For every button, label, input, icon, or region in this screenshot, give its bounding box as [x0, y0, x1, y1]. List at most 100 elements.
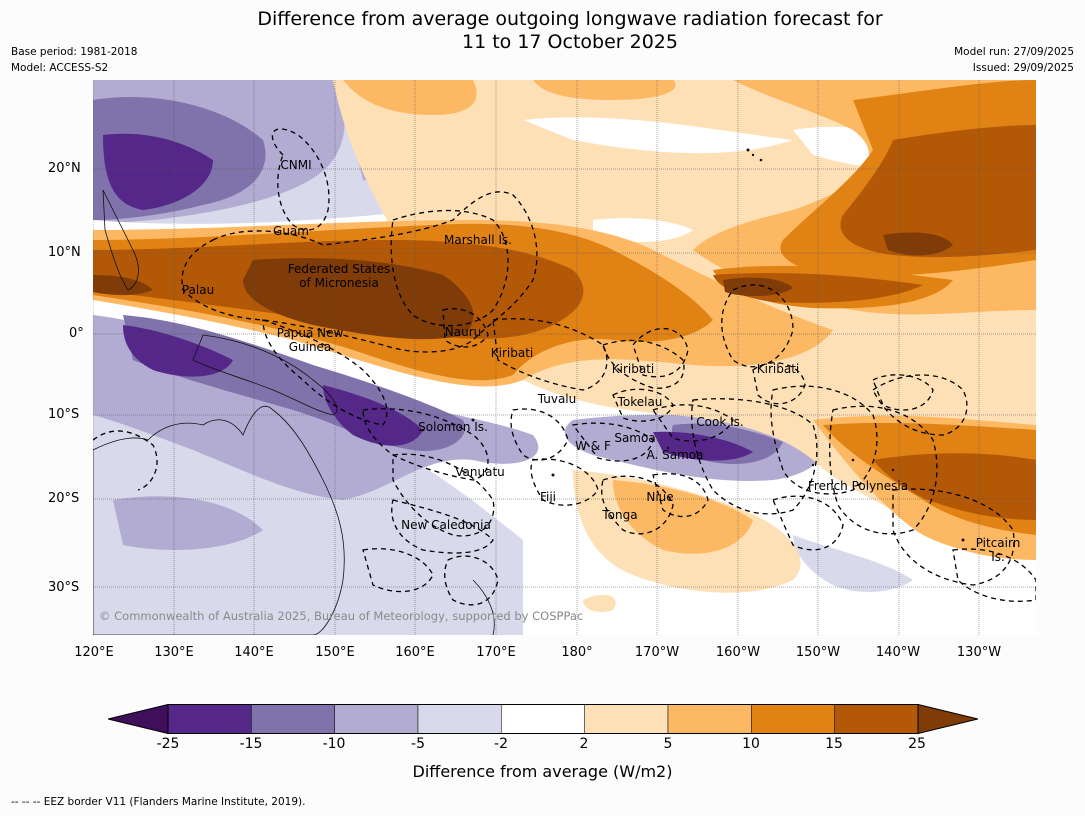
lat-label-20s: 20°S	[48, 491, 80, 506]
label-pitcairn: Pitcairn Is.	[976, 536, 1021, 564]
anomaly-negative-medium	[113, 496, 263, 550]
title-line-1: Difference from average outgoing longwav…	[257, 8, 883, 30]
label-solomon-islands: Solomon Is.	[418, 420, 488, 434]
eez-footnote: -- -- -- EEZ border V11 (Flanders Marine…	[11, 796, 306, 808]
colorbar-extend-low	[108, 704, 169, 735]
lat-label-30s: 30°S	[48, 580, 80, 595]
label-nauru: Nauru	[444, 325, 482, 339]
label-tonga: Tonga	[602, 508, 638, 522]
lon-label-160e: 160°E	[395, 645, 435, 660]
colorbar-tick: 2	[579, 736, 589, 752]
label-cook-islands: Cook Is.	[696, 415, 744, 429]
map-panel: CNMI Guam Marshall Is. Federated States …	[93, 80, 1036, 635]
anomaly-positive-max	[883, 232, 953, 256]
copyright-notice: © Commonwealth of Australia 2025, Bureau…	[99, 609, 584, 623]
colorbar-frame	[167, 704, 919, 734]
colorbar-segment	[334, 704, 419, 734]
colorbar-segment	[584, 704, 669, 734]
label-palau: Palau	[181, 283, 215, 297]
label-fiji: Fiji	[539, 490, 557, 504]
label-kiribati-west: Kiribati	[490, 346, 534, 360]
label-new-caledonia: New Caledonia	[401, 518, 491, 532]
anomaly-positive-medium	[613, 480, 753, 554]
label-niue: Niue	[646, 490, 674, 504]
label-pitcairn-line1: Pitcairn	[975, 536, 1021, 550]
lon-label-130e: 130°E	[154, 645, 194, 660]
label-kiribati-central: Kiribati	[611, 362, 655, 376]
anomaly-positive-medium	[343, 80, 477, 115]
colorbar-segment	[417, 704, 502, 734]
label-tokelau: Tokelau	[617, 395, 663, 409]
label-micronesia-line2: of Micronesia	[299, 276, 379, 290]
lon-label-120e: 120°E	[74, 645, 114, 660]
label-marshall-islands: Marshall Is.	[444, 233, 512, 247]
label-papua-new-guinea: Papua New Guinea	[277, 326, 344, 354]
philippines-coastline	[102, 189, 139, 291]
colorbar-tick: 5	[663, 736, 673, 752]
olr-anomaly-map	[93, 80, 1036, 635]
colorbar-tick: 15	[825, 736, 843, 752]
colorbar-segment	[834, 704, 919, 734]
colorbar-tick: 25	[908, 736, 926, 752]
colorbar-segment	[501, 704, 585, 734]
label-american-samoa: A. Samoa	[646, 448, 704, 462]
lat-label-10s: 10°S	[48, 407, 80, 422]
anomaly-positive-medium	[533, 80, 676, 100]
colorbar-label: Difference from average (W/m2)	[412, 762, 673, 781]
white-gap	[523, 117, 793, 154]
colorbar-tick: -5	[411, 736, 425, 752]
anomaly-positive-light	[583, 594, 616, 612]
colorbar-extend-high	[917, 704, 978, 735]
australia-coastline	[93, 405, 345, 635]
colorbar	[108, 704, 978, 735]
new-zealand-coastline	[472, 579, 495, 635]
label-cnmi: CNMI	[280, 158, 312, 172]
anomaly-positive-extreme	[873, 453, 1036, 520]
new-guinea-coastline	[192, 334, 338, 416]
lon-label-170w: 170°W	[634, 645, 680, 660]
white-gap	[593, 218, 693, 242]
model-name: Model: ACCESS-S2	[11, 62, 109, 74]
lat-label-20n: 20°N	[48, 161, 81, 176]
meta-left: Base period: 1981-2018 Model: ACCESS-S2	[11, 44, 137, 76]
lon-label-140w: 140°W	[875, 645, 921, 660]
colorbar-segment	[251, 704, 335, 734]
anomaly-positive-extreme	[840, 125, 1036, 258]
colorbar-segment	[667, 704, 752, 734]
issued-date: Issued: 29/09/2025	[972, 62, 1074, 74]
base-period: Base period: 1981-2018	[11, 46, 138, 58]
colorbar-segment	[751, 704, 835, 734]
label-guam: Guam	[273, 224, 309, 238]
label-micronesia: Federated States of Micronesia	[288, 262, 390, 290]
label-vanuatu: Vanuatu	[455, 465, 505, 479]
graticule	[93, 80, 1036, 635]
label-micronesia-line1: Federated States	[287, 262, 391, 276]
colorbar-segment	[167, 704, 252, 734]
lat-label-10n: 10°N	[48, 245, 81, 260]
lon-label-170e: 170°E	[476, 645, 516, 660]
map-title: Difference from average outgoing longwav…	[0, 8, 1085, 54]
label-french-polynesia: French Polynesia	[807, 479, 909, 493]
anomaly-negative-extreme	[103, 133, 213, 210]
label-tuvalu: Tuvalu	[537, 392, 577, 406]
lon-label-150w: 150°W	[795, 645, 841, 660]
lon-label-150e: 150°E	[315, 645, 355, 660]
lon-label-160w: 160°W	[715, 645, 761, 660]
label-kiribati-east: Kiribati	[756, 362, 800, 376]
anomaly-positive-max	[93, 275, 153, 296]
anomaly-negative-extreme	[323, 385, 423, 446]
colorbar-tick: -2	[494, 736, 508, 752]
colorbar-segments	[108, 704, 978, 735]
colorbar-tick: 10	[742, 736, 760, 752]
title-line-2: 11 to 17 October 2025	[462, 31, 678, 53]
meta-right: Model run: 27/09/2025 Issued: 29/09/2025	[954, 44, 1074, 76]
colorbar-tick: -25	[156, 736, 180, 752]
anomaly-negative-light	[793, 535, 913, 592]
colorbar-tick: -10	[322, 736, 346, 752]
island-dots	[421, 148, 965, 542]
lon-label-180: 180°	[561, 645, 593, 660]
lon-label-140e: 140°E	[234, 645, 274, 660]
anomaly-positive-max	[723, 277, 793, 297]
model-run: Model run: 27/09/2025	[954, 46, 1074, 58]
label-png-line1: Papua New	[276, 326, 344, 340]
